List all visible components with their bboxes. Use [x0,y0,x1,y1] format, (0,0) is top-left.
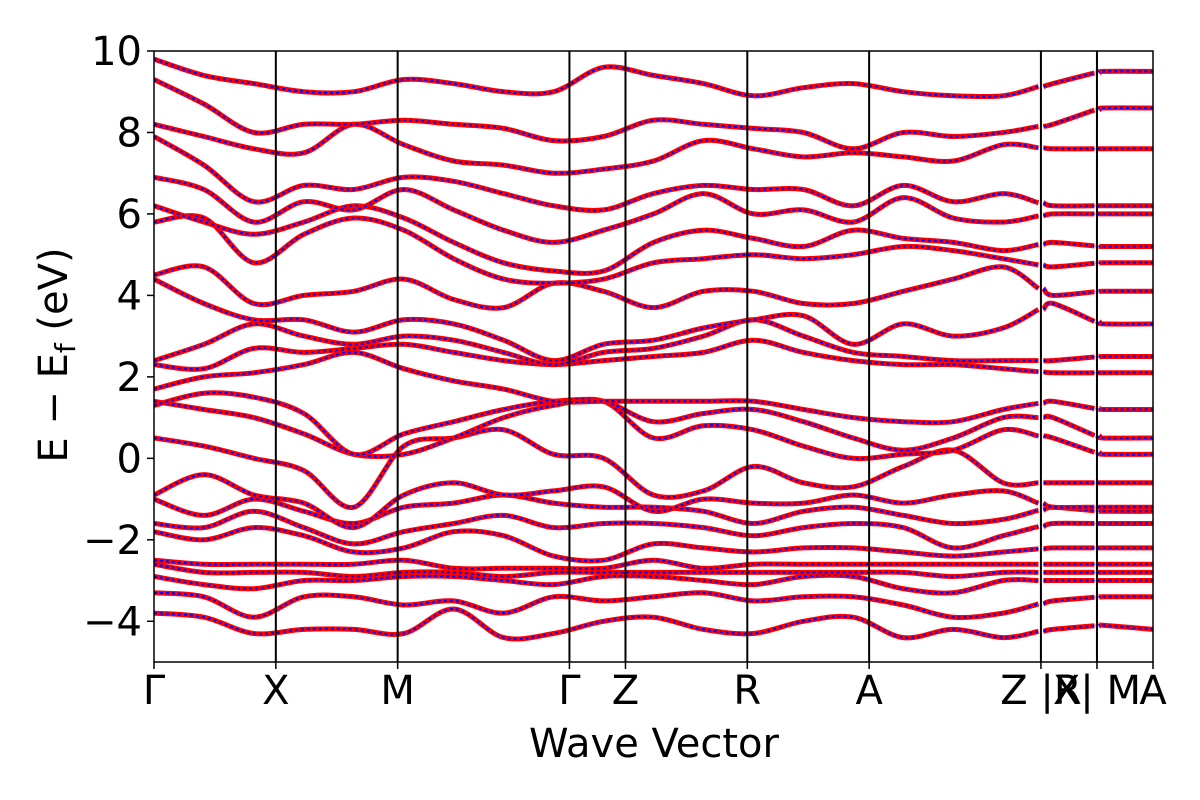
x-tick-label-6: A [855,668,883,714]
band-11-solid [154,426,1153,510]
y-tick-label-7: 10 [91,29,142,75]
x-tick-label-2: M [380,668,415,714]
band-19-dashed [154,214,1153,285]
band-22-dashed [154,135,1153,212]
y-axis-title-main: E − E [31,353,77,463]
y-tick-label-3: 2 [117,355,142,401]
band-3-dashed [154,591,1153,619]
axes-frame [153,50,1154,663]
x-tick-label-0: Γ [143,668,166,714]
band-2-dashed [154,607,1153,641]
band-16-dashed [154,318,1153,366]
y-tick-label-1: −2 [83,518,142,564]
band-12-dashed [154,398,1153,460]
band-4-dashed [154,574,1153,595]
band-18-dashed [154,264,1153,310]
y-tick-label-2: 0 [117,436,142,482]
y-axis-title-subscript: f [49,342,82,353]
bands-layer [154,56,1153,642]
band-5-dashed [154,563,1153,578]
band-8-dashed [154,510,1153,550]
x-tick-label-9: A [1139,668,1167,714]
band-6-dashed [154,559,1153,571]
y-axis-ticks: −4 −2 0 2 4 6 8 10 [83,29,154,645]
x-axis-title: Wave Vector [529,721,780,767]
band-24-dashed [154,78,1153,150]
x-tick-label-8: X| M [1053,668,1141,714]
high-symmetry-lines [274,51,1098,662]
y-tick-label-4: 4 [117,273,142,319]
band-11-dashed [154,428,1153,509]
band-15-dashed [154,339,1153,374]
x-tick-label-4: Z [612,668,639,714]
band-20-dashed [154,204,1153,275]
band-4-solid [154,572,1153,596]
y-tick-label-0: −4 [83,599,142,645]
x-tick-label-7: Z |R [1000,668,1081,714]
plot-frame [153,50,1154,663]
band-21-dashed [154,176,1153,244]
band-9-dashed [154,493,1153,525]
band-10-dashed [154,473,1153,529]
y-axis-title-unit: (eV) [31,247,77,343]
band-23-dashed [154,123,1153,175]
band-25-dashed [154,58,1153,98]
y-axis-title: E − Ef (eV) [31,247,82,462]
band-13-dashed [154,391,1153,456]
band-17-dashed [154,278,1153,362]
x-tick-label-1: X [262,668,289,714]
x-tick-label-3: Γ [558,668,581,714]
band-7-dashed [154,526,1153,563]
y-tick-label-5: 6 [117,192,142,238]
band-25-solid [154,56,1153,100]
band-18-solid [154,263,1153,311]
x-tick-label-5: R [733,668,761,714]
y-tick-label-6: 8 [117,110,142,156]
band-14-dashed [154,351,1153,424]
